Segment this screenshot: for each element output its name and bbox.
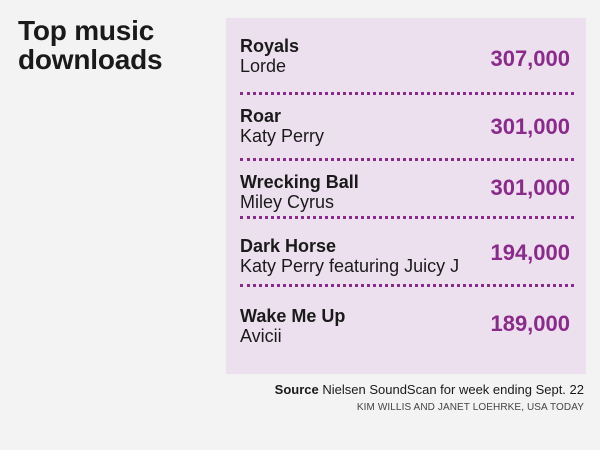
- song-title: Wake Me Up: [240, 306, 346, 326]
- download-count: 301,000: [490, 114, 570, 139]
- song-title: Royals: [240, 36, 300, 56]
- dotted-divider: [240, 92, 574, 95]
- dotted-divider: [240, 216, 574, 219]
- artist-name: Miley Cyrus: [240, 192, 335, 212]
- download-count: 301,000: [490, 175, 570, 200]
- downloads-list: Royals Lorde 307,000 Roar Katy Perry 301…: [226, 18, 586, 374]
- dotted-divider: [240, 158, 574, 161]
- dotted-divider: [240, 284, 574, 287]
- source-text: Nielsen SoundScan for week ending Sept. …: [322, 382, 584, 397]
- page-title: Top music downloads: [18, 15, 163, 75]
- source-note: Source Nielsen SoundScan for week ending…: [275, 382, 584, 397]
- song-title: Wrecking Ball: [240, 172, 359, 192]
- artist-name: Katy Perry: [240, 126, 325, 146]
- source-label: Source: [274, 382, 319, 397]
- artist-name: Avicii: [240, 326, 282, 346]
- song-title: Dark Horse: [240, 236, 337, 256]
- artist-name: Katy Perry featuring Juicy J: [240, 256, 460, 276]
- song-title: Roar: [240, 106, 282, 126]
- download-count: 189,000: [490, 311, 570, 336]
- artist-name: Lorde: [240, 56, 287, 76]
- credit-line: KIM WILLIS AND JANET LOEHRKE, USA TODAY: [356, 402, 584, 413]
- download-count: 307,000: [490, 46, 570, 71]
- download-count: 194,000: [490, 240, 570, 265]
